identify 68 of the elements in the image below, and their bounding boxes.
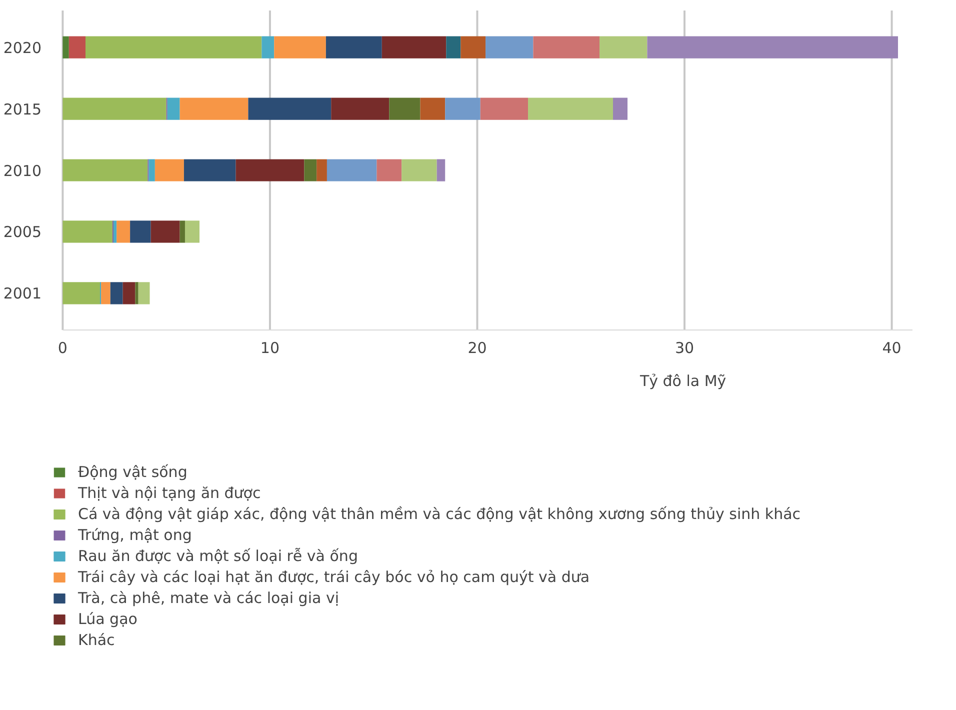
bar [148,159,155,182]
legend-label: Động vật sống [78,463,188,481]
bar [331,98,390,120]
x-tick-label: 0 [58,339,68,357]
x-tick-label: 20 [468,339,487,357]
bar [316,159,327,182]
bar [274,36,326,58]
bar [116,220,130,243]
bar [154,159,184,182]
bar [180,98,248,120]
bar [62,98,166,120]
legend-label: Thịt và nội tạng ăn được [78,484,261,502]
bar [248,98,332,120]
bar [236,159,304,182]
bar [62,36,69,58]
x-tick-label: 30 [674,339,694,357]
bar [122,282,136,304]
y-tick-label: 2015 [3,100,42,118]
bar [262,36,274,58]
bar [62,282,100,304]
bar [180,220,185,243]
y-tick-label: 2020 [3,38,42,57]
bar [113,220,117,243]
bar [68,36,86,58]
bar [101,282,110,304]
bar [480,98,528,120]
bar [402,159,437,182]
bar [460,36,486,58]
bar [326,36,382,58]
legend-label: Lúa gạo [78,610,138,628]
y-tick-label: 2005 [3,223,42,242]
legend-label: Khác [78,631,115,649]
bar [528,98,613,120]
bar [135,282,138,304]
bar [138,282,150,304]
y-tick-label: 2001 [3,284,42,303]
y-tick-label: 2010 [3,162,42,180]
bar [167,98,180,120]
x-axis-title: Tỷ đô la Mỹ [638,372,726,390]
bar [184,220,200,243]
legend-label: Cá và động vật giáp xác, động vật thân mềm và các động vật không xương sống thủy sinh khác [78,505,801,523]
x-tick-label: 40 [882,339,902,357]
bar [304,159,317,182]
bar [326,159,377,182]
legend-label: Trứng, mật ong [78,526,192,544]
legend-label: Trà, cà phê, mate và các loại gia vị [78,589,339,607]
legend-label: Trái cây và các loại hạt ăn được, trái cây bóc vỏ họ cam quýt và dưa [78,568,590,586]
bar [62,159,148,182]
legend-label: Rau ăn được và một số loại rễ và ống [78,547,358,565]
bar [382,36,446,58]
bar [647,36,898,58]
bar [376,159,402,182]
x-tick-label: 10 [260,339,280,357]
bar [389,98,420,120]
bar [420,98,446,120]
bar [62,220,112,243]
bar [436,159,446,182]
bar [446,36,461,58]
bar [445,98,480,120]
bar [184,159,236,182]
bar [612,98,628,120]
bar [150,220,180,243]
bar [130,220,151,243]
bar [85,36,262,58]
bar [486,36,534,58]
bar [110,282,123,304]
bar [600,36,648,58]
bar [533,36,600,58]
